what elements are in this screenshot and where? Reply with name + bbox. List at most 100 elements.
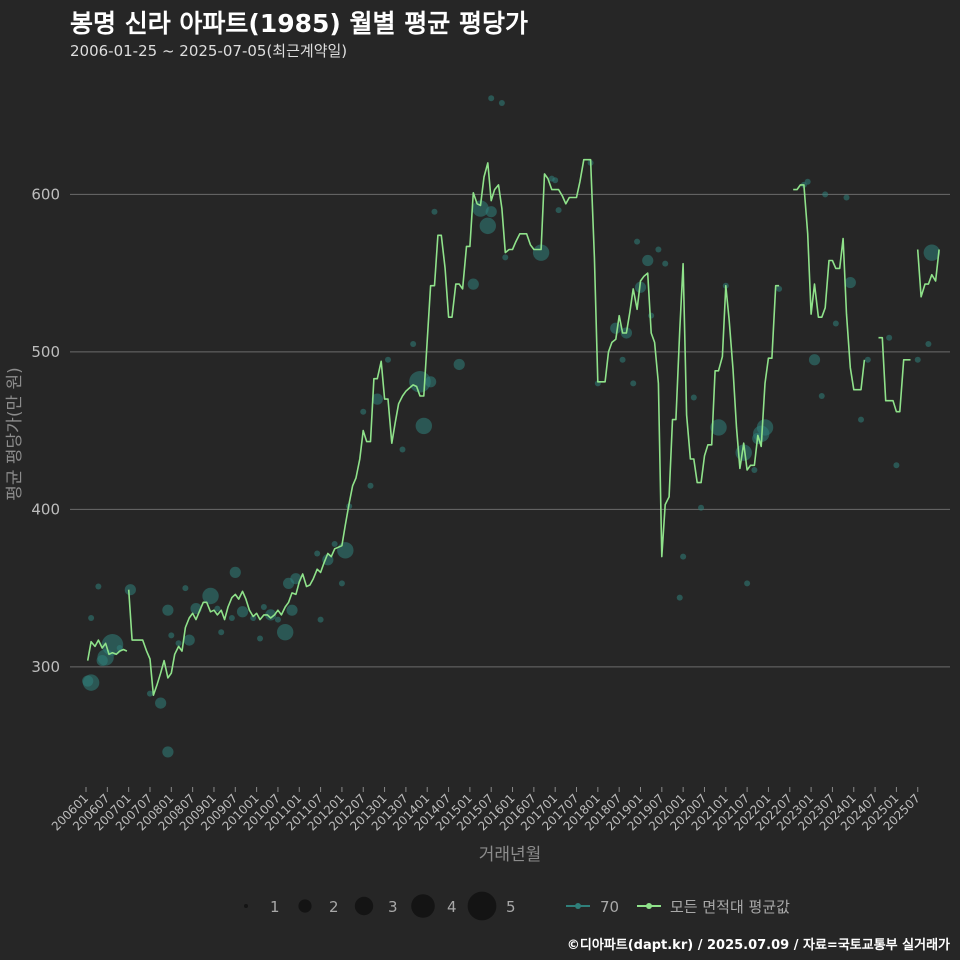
legend-size-circle bbox=[354, 896, 374, 916]
bubble-point bbox=[155, 697, 167, 709]
bubble-point bbox=[751, 467, 758, 473]
y-tick-label: 400 bbox=[31, 500, 60, 518]
y-tick-label: 300 bbox=[31, 658, 60, 676]
bubble-point bbox=[331, 541, 338, 548]
grid-lines bbox=[70, 193, 950, 668]
bubble-point bbox=[431, 208, 438, 215]
bubble-point bbox=[182, 585, 189, 592]
bubble-point bbox=[276, 624, 294, 641]
legend-size-label: 2 bbox=[329, 898, 339, 916]
bubble-point bbox=[858, 416, 865, 423]
legend-size-circle bbox=[244, 904, 248, 908]
bubble-point bbox=[776, 285, 783, 292]
bubble-point bbox=[804, 178, 811, 185]
bubble-point bbox=[634, 238, 641, 245]
bubble-point bbox=[467, 278, 479, 290]
x-axis-ticks: 2006012006072007012007072008012008072009… bbox=[49, 787, 923, 834]
legend-size-label: 4 bbox=[447, 898, 457, 916]
bubble-point bbox=[228, 615, 235, 622]
chart-subtitle: 2006-01-25 ~ 2025-07-05(최근계약일) bbox=[70, 42, 348, 60]
legend-size-circle bbox=[298, 899, 312, 913]
y-axis-title: 평균 평당가(만 원) bbox=[5, 367, 25, 501]
legend-label-average: 모든 면적대 평균값 bbox=[670, 898, 790, 916]
bubble-point bbox=[162, 604, 174, 616]
bubble-point bbox=[923, 244, 941, 261]
bubble-point bbox=[485, 206, 497, 218]
bubble-point bbox=[453, 358, 465, 371]
bubble-point bbox=[925, 341, 932, 347]
bubble-point bbox=[95, 583, 102, 590]
bubble-point bbox=[532, 244, 550, 261]
legend-size-label: 1 bbox=[270, 898, 280, 916]
bubble-point bbox=[843, 194, 850, 201]
bubble-point bbox=[88, 615, 95, 622]
bubble-point bbox=[410, 341, 417, 347]
bubble-point bbox=[886, 334, 893, 341]
bubble-point bbox=[257, 635, 264, 642]
bubble-point bbox=[844, 276, 856, 289]
bubble-point bbox=[555, 207, 562, 214]
legend-label-70: 70 bbox=[600, 898, 619, 916]
bubble-point bbox=[648, 312, 655, 319]
bubble-point bbox=[864, 356, 871, 363]
bubble-point bbox=[286, 604, 298, 616]
x-axis-title: 거래년월 bbox=[479, 845, 542, 865]
bubble-point bbox=[498, 100, 505, 107]
bubble-point bbox=[384, 356, 391, 363]
bubble-point bbox=[175, 640, 182, 647]
bubble-point bbox=[317, 616, 324, 623]
legend-key-70-dot bbox=[575, 903, 581, 909]
bubble-point bbox=[183, 634, 195, 646]
bubble-point bbox=[338, 580, 345, 587]
bubble-point bbox=[662, 260, 669, 267]
average-line-segment bbox=[878, 336, 911, 413]
y-tick-label: 600 bbox=[31, 185, 60, 203]
bubble-point bbox=[676, 594, 683, 601]
bubble-point bbox=[552, 177, 559, 184]
bubble-point bbox=[744, 580, 751, 587]
bubble-point bbox=[680, 553, 687, 560]
bubble-point bbox=[236, 606, 249, 618]
bubble-point bbox=[502, 254, 509, 261]
bubble-point bbox=[756, 419, 774, 436]
bubble-point bbox=[472, 200, 489, 217]
legend: 1 2 3 4 5 70 모든 면적대 평균값 bbox=[244, 891, 790, 921]
bubble-point bbox=[698, 504, 705, 511]
bubble-point bbox=[893, 462, 900, 469]
bubble-point bbox=[488, 95, 495, 102]
bubble-point bbox=[655, 246, 662, 253]
bubble-point bbox=[214, 605, 221, 612]
bubble-point bbox=[914, 356, 921, 363]
bubble-point bbox=[822, 191, 829, 198]
bubble-point bbox=[808, 354, 821, 366]
y-tick-label: 500 bbox=[31, 343, 60, 361]
bubble-point bbox=[710, 419, 727, 436]
average-line-segment bbox=[793, 184, 866, 391]
bubble-point bbox=[202, 587, 219, 605]
y-axis-ticks: 300 400 500 600 bbox=[31, 185, 60, 676]
bubble-point bbox=[832, 320, 839, 327]
bubble-point bbox=[610, 322, 622, 334]
bubble-point bbox=[116, 644, 123, 651]
bubble-point bbox=[619, 356, 626, 363]
bubble-point bbox=[124, 584, 136, 596]
bubble-point bbox=[265, 609, 277, 621]
bubble-point bbox=[399, 446, 406, 453]
bubble-point bbox=[642, 254, 654, 267]
bubble-point bbox=[425, 376, 437, 388]
chart-title: 봉명 신라 아파트(1985) 월별 평균 평당가 bbox=[70, 9, 528, 38]
legend-key-average-dot bbox=[646, 903, 652, 909]
legend-size-circle bbox=[411, 894, 435, 918]
average-line-segment bbox=[86, 639, 128, 661]
bubble-point bbox=[415, 417, 433, 435]
bubble-point bbox=[146, 690, 153, 697]
bubble-point bbox=[274, 616, 281, 623]
bubble-point bbox=[250, 615, 257, 622]
bubble-point bbox=[337, 542, 354, 559]
line-series bbox=[86, 158, 940, 696]
bubble-point bbox=[360, 408, 367, 415]
bubble-point bbox=[314, 550, 321, 557]
bubble-point bbox=[371, 393, 383, 405]
bubble-point bbox=[367, 482, 374, 489]
